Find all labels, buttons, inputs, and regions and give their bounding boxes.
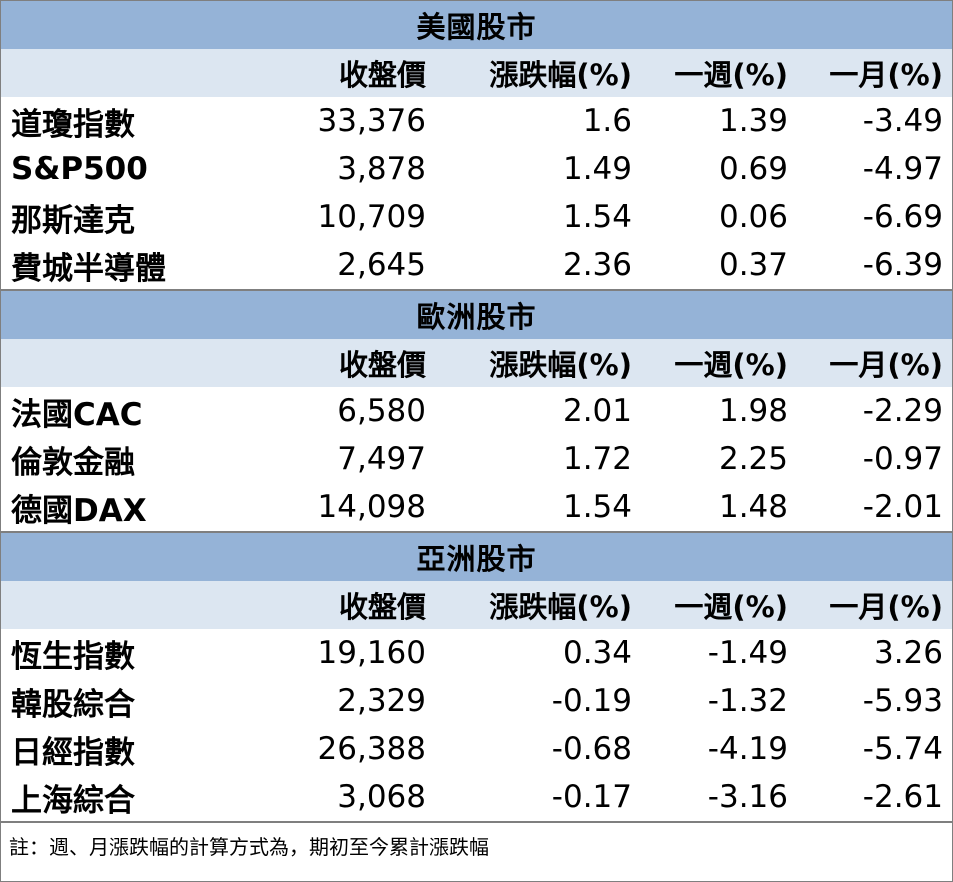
close-value: 3,068 — [337, 779, 426, 815]
section-title: 亞洲股市 — [1, 533, 952, 581]
week-value: -4.19 — [707, 731, 788, 767]
close-value: 10,709 — [317, 199, 426, 235]
footnote: 註：週、月漲跌幅的計算方式為，期初至今累計漲跌幅 — [9, 834, 489, 859]
month-value: -6.69 — [862, 199, 943, 235]
month-value: 3.26 — [873, 635, 943, 671]
month-value: -3.49 — [862, 103, 943, 139]
week-value: 2.25 — [718, 441, 788, 477]
header-close: 收盤價 — [338, 58, 426, 92]
month-value: -2.61 — [862, 779, 943, 815]
index-name: 道瓊指數 — [11, 106, 135, 143]
change-value: 1.6 — [582, 103, 632, 139]
close-value: 14,098 — [317, 489, 426, 525]
close-value: 19,160 — [317, 635, 426, 671]
section-title: 美國股市 — [1, 1, 952, 49]
week-value: 1.98 — [718, 393, 788, 429]
index-name: 恆生指數 — [11, 638, 135, 675]
week-value: -1.49 — [707, 635, 788, 671]
week-value: 0.69 — [718, 151, 788, 187]
table-row: 法國CAC 6,580 2.01 1.98 -2.29 — [1, 387, 952, 435]
change-value: 0.34 — [562, 635, 632, 671]
index-name: S&P500 — [11, 151, 148, 187]
index-name: 韓股綜合 — [11, 686, 135, 723]
column-header-row: 收盤價 漲跌幅(%) 一週(%) 一月(%) — [1, 339, 952, 387]
week-value: -3.16 — [707, 779, 788, 815]
close-value: 2,645 — [337, 247, 426, 283]
close-value: 33,376 — [317, 103, 426, 139]
change-value: 1.72 — [562, 441, 632, 477]
index-name: 費城半導體 — [11, 250, 166, 287]
header-month: 一月(%) — [829, 348, 943, 382]
index-name: 那斯達克 — [11, 202, 135, 239]
index-name: 日經指數 — [11, 734, 135, 771]
index-name: 法國CAC — [11, 396, 143, 433]
month-value: -0.97 — [862, 441, 943, 477]
header-close: 收盤價 — [338, 590, 426, 624]
header-week: 一週(%) — [674, 58, 788, 92]
table-row: 那斯達克 10,709 1.54 0.06 -6.69 — [1, 193, 952, 241]
header-change: 漲跌幅(%) — [489, 348, 632, 382]
column-header-row: 收盤價 漲跌幅(%) 一週(%) 一月(%) — [1, 49, 952, 97]
close-value: 26,388 — [317, 731, 426, 767]
month-value: -5.74 — [862, 731, 943, 767]
change-value: 1.49 — [562, 151, 632, 187]
month-value: -5.93 — [862, 683, 943, 719]
header-close: 收盤價 — [338, 348, 426, 382]
week-value: -1.32 — [707, 683, 788, 719]
close-value: 2,329 — [337, 683, 426, 719]
close-value: 3,878 — [337, 151, 426, 187]
index-name: 倫敦金融 — [11, 444, 135, 481]
index-name: 上海綜合 — [11, 782, 135, 819]
header-week: 一週(%) — [674, 348, 788, 382]
column-header-row: 收盤價 漲跌幅(%) 一週(%) 一月(%) — [1, 581, 952, 629]
change-value: -0.17 — [551, 779, 632, 815]
change-value: 1.54 — [562, 199, 632, 235]
section-asia: 亞洲股市 收盤價 漲跌幅(%) 一週(%) 一月(%) 恆生指數 19,160 … — [1, 533, 952, 823]
header-month: 一月(%) — [829, 590, 943, 624]
month-value: -6.39 — [862, 247, 943, 283]
header-week: 一週(%) — [674, 590, 788, 624]
week-value: 1.48 — [718, 489, 788, 525]
month-value: -2.01 — [862, 489, 943, 525]
close-value: 7,497 — [337, 441, 426, 477]
table-row: 費城半導體 2,645 2.36 0.37 -6.39 — [1, 241, 952, 289]
change-value: -0.19 — [551, 683, 632, 719]
close-value: 6,580 — [337, 393, 426, 429]
change-value: 2.01 — [562, 393, 632, 429]
header-month: 一月(%) — [829, 58, 943, 92]
change-value: -0.68 — [551, 731, 632, 767]
week-value: 1.39 — [718, 103, 788, 139]
change-value: 2.36 — [562, 247, 632, 283]
index-name: 德國DAX — [11, 492, 147, 529]
week-value: 0.06 — [718, 199, 788, 235]
table-row: 倫敦金融 7,497 1.72 2.25 -0.97 — [1, 435, 952, 483]
table-row: 恆生指數 19,160 0.34 -1.49 3.26 — [1, 629, 952, 677]
table-row: 德國DAX 14,098 1.54 1.48 -2.01 — [1, 483, 952, 531]
change-value: 1.54 — [562, 489, 632, 525]
month-value: -2.29 — [862, 393, 943, 429]
table-row: 道瓊指數 33,376 1.6 1.39 -3.49 — [1, 97, 952, 145]
section-title: 歐洲股市 — [1, 291, 952, 339]
section-us: 美國股市 收盤價 漲跌幅(%) 一週(%) 一月(%) 道瓊指數 33,376 … — [1, 1, 952, 291]
table-row: S&P500 3,878 1.49 0.69 -4.97 — [1, 145, 952, 193]
header-change: 漲跌幅(%) — [489, 590, 632, 624]
section-europe: 歐洲股市 收盤價 漲跌幅(%) 一週(%) 一月(%) 法國CAC 6,580 … — [1, 291, 952, 533]
week-value: 0.37 — [718, 247, 788, 283]
table-row: 日經指數 26,388 -0.68 -4.19 -5.74 — [1, 725, 952, 773]
month-value: -4.97 — [862, 151, 943, 187]
header-change: 漲跌幅(%) — [489, 58, 632, 92]
table-row: 上海綜合 3,068 -0.17 -3.16 -2.61 — [1, 773, 952, 821]
table-row: 韓股綜合 2,329 -0.19 -1.32 -5.93 — [1, 677, 952, 725]
